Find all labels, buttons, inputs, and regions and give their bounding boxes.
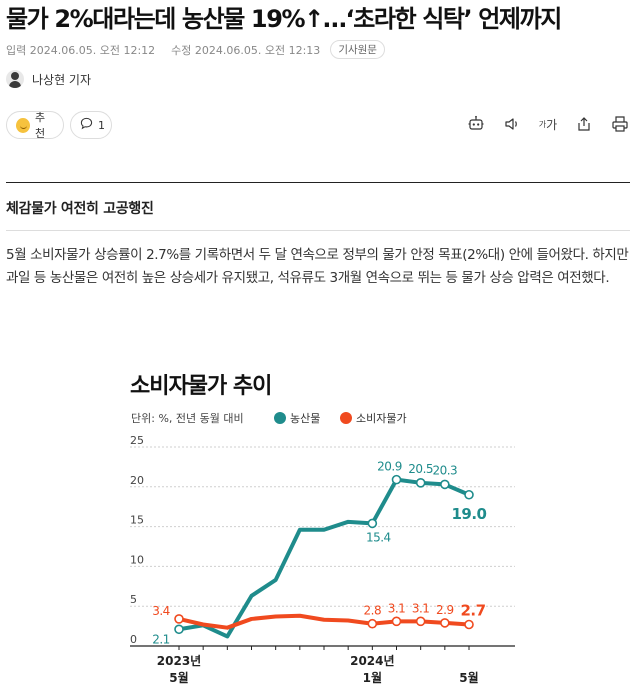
- y-tick-25: 25: [130, 434, 144, 447]
- data-point-marker: [440, 479, 450, 490]
- data-label: 15.4: [366, 530, 391, 544]
- legend-label-1: 소비자물가: [356, 412, 407, 425]
- data-point-marker: [415, 478, 426, 488]
- data-label: 3.1: [388, 601, 406, 615]
- comment-count: 1: [98, 118, 105, 132]
- font-size-label-large: 가: [546, 117, 558, 132]
- chart-title: 소비자물가 추이: [130, 374, 271, 399]
- subheading-divider: [6, 230, 630, 231]
- data-label: 3.4: [152, 604, 170, 618]
- author-info[interactable]: 나상현 기자: [6, 70, 91, 88]
- smile-icon: [16, 117, 31, 133]
- y-tick-0: 0: [130, 633, 137, 646]
- data-point-marker: [174, 614, 184, 624]
- data-label: 20.3: [432, 463, 457, 477]
- updated-time: 수정 2024.06.05. 오전 12:13: [171, 43, 321, 57]
- series-line-cpi: [177, 613, 471, 630]
- x-label-month: 5월: [169, 670, 188, 685]
- y-tick-15: 15: [130, 514, 144, 527]
- article-body: 5월 소비자물가 상승률이 2.7%를 기록하면서 두 달 연속으로 정부의 물…: [6, 247, 629, 286]
- data-label: 2.8: [364, 604, 382, 618]
- data-point-marker: [391, 474, 402, 485]
- share-icon[interactable]: [574, 114, 594, 134]
- data-point-marker: [367, 518, 378, 529]
- x-label-year: 2024년: [350, 654, 394, 668]
- x-label-month: 1월: [363, 670, 382, 685]
- article-headline: 물가 2%대라는데 농산물 19%↑…‘초라한 식탁’ 언제까지: [6, 5, 562, 33]
- author-avatar: [6, 70, 24, 88]
- robot-icon[interactable]: [466, 114, 486, 134]
- data-label: 3.1: [412, 601, 430, 615]
- data-point-marker: [174, 624, 184, 635]
- data-point-marker: [391, 616, 402, 627]
- comment-button[interactable]: 1: [70, 111, 112, 139]
- data-label: 20.5: [408, 462, 433, 476]
- legend-marker-0: [274, 412, 286, 424]
- data-label: 2.7: [460, 602, 485, 620]
- section-divider: [6, 182, 630, 183]
- original-article-link[interactable]: 기사원문: [330, 40, 385, 59]
- legend-label-0: 농산물: [290, 412, 320, 425]
- data-label: 20.9: [377, 460, 402, 474]
- comment-icon: [80, 117, 93, 133]
- author-name: 나상현 기자: [32, 72, 92, 87]
- recommend-button[interactable]: 추천: [6, 111, 64, 140]
- data-point-marker: [464, 619, 474, 630]
- data-point-marker: [440, 618, 450, 628]
- published-time: 입력 2024.06.05. 오전 12:12: [6, 43, 156, 57]
- x-label-month: 5월: [459, 670, 478, 685]
- data-label: 2.1: [152, 632, 170, 646]
- data-label: 2.9: [436, 603, 454, 617]
- data-point-marker: [415, 616, 426, 627]
- y-tick-20: 20: [130, 474, 144, 487]
- x-label-year: 2023년: [157, 654, 201, 668]
- data-point-marker: [367, 618, 378, 629]
- legend-marker-1: [340, 412, 352, 424]
- speaker-icon[interactable]: [502, 114, 522, 134]
- print-icon[interactable]: [610, 114, 630, 134]
- y-tick-5: 5: [130, 593, 137, 606]
- recommend-label: 추천: [35, 111, 46, 140]
- data-label: 19.0: [451, 505, 486, 523]
- chart-unit-note: 단위: %, 전년 동월 대비: [131, 412, 244, 425]
- y-tick-10: 10: [130, 553, 144, 566]
- article-meta: 입력 2024.06.05. 오전 12:12 수정 2024.06.05. 오…: [6, 40, 385, 59]
- data-point-marker: [464, 489, 474, 500]
- article-subheading: 체감물가 여전히 고공행진: [6, 201, 154, 217]
- font-size-label-small: 가: [538, 119, 547, 129]
